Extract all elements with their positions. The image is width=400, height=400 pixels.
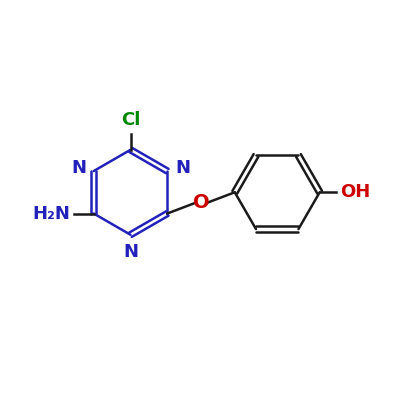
Text: Cl: Cl: [121, 110, 140, 128]
Text: N: N: [123, 243, 138, 261]
Text: O: O: [193, 193, 209, 212]
Text: N: N: [71, 159, 86, 177]
Text: H₂N: H₂N: [33, 204, 70, 222]
Text: N: N: [175, 159, 190, 177]
Text: OH: OH: [340, 183, 370, 201]
